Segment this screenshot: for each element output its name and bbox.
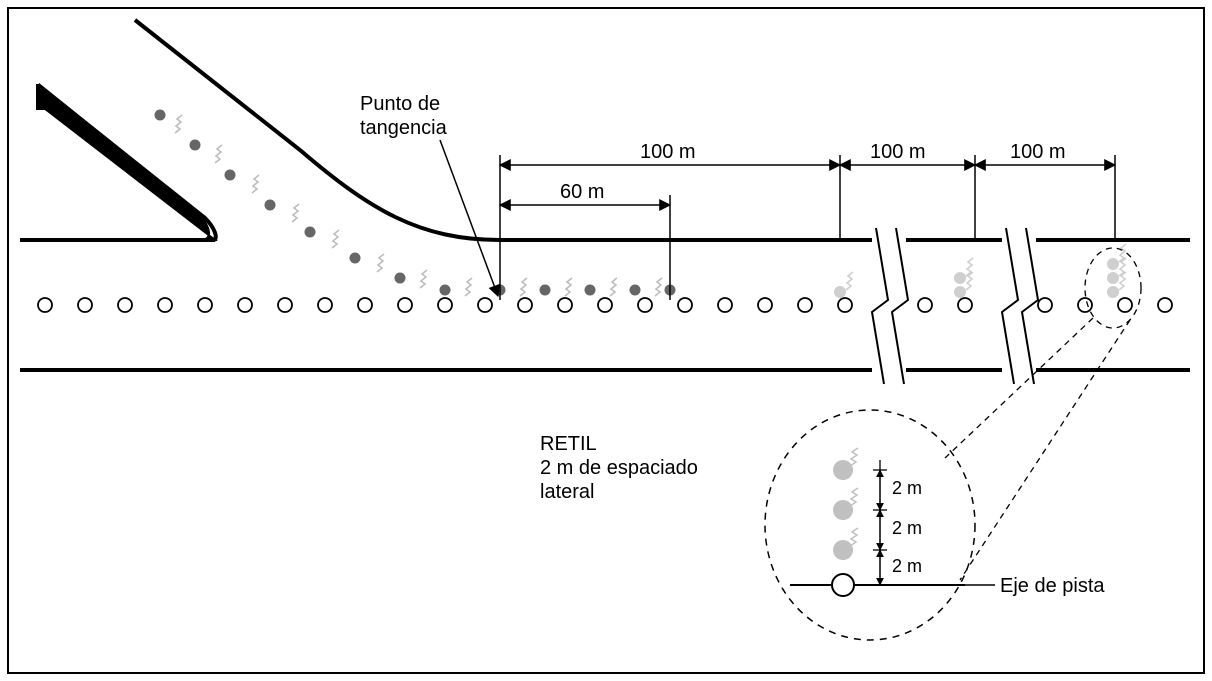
dim-100a: 100 m xyxy=(640,141,696,163)
indicator-dot xyxy=(954,286,966,298)
centerline-light xyxy=(1118,298,1132,312)
spacing-2m-a: 2 m xyxy=(892,478,922,498)
centerline-light xyxy=(838,298,852,312)
centerline-light xyxy=(358,298,372,312)
indicator-dot xyxy=(1107,286,1119,298)
centerline-light xyxy=(198,298,212,312)
retil-light xyxy=(630,285,641,296)
centerline-light xyxy=(1038,298,1052,312)
dim-100b: 100 m xyxy=(870,141,926,163)
centerline-light xyxy=(918,298,932,312)
centerline-light xyxy=(478,298,492,312)
spacing-2m-b: 2 m xyxy=(892,518,922,538)
centerline-light xyxy=(278,298,292,312)
retil-light xyxy=(225,170,236,181)
centerline-light xyxy=(598,298,612,312)
centerline-light xyxy=(558,298,572,312)
centerline-light xyxy=(1158,298,1172,312)
retil-light xyxy=(585,285,596,296)
retil-light xyxy=(540,285,551,296)
dim-60: 60 m xyxy=(560,181,604,203)
centerline-light xyxy=(398,298,412,312)
centerline-light xyxy=(1078,298,1092,312)
indicator-dot xyxy=(834,286,846,298)
centerline-light xyxy=(678,298,692,312)
indicator-dot xyxy=(954,272,966,284)
axis-label: Eje de pista xyxy=(1000,575,1105,597)
retil-light xyxy=(440,285,451,296)
centerline-light xyxy=(118,298,132,312)
centerline-light xyxy=(78,298,92,312)
indicator-dot xyxy=(1107,258,1119,270)
retil-light xyxy=(265,200,276,211)
centerline-light xyxy=(38,298,52,312)
runway-break-1 xyxy=(872,228,908,384)
indicator-dot xyxy=(1107,272,1119,284)
centerline-light xyxy=(158,298,172,312)
retil-light xyxy=(350,253,361,264)
centerline-light xyxy=(958,298,972,312)
centerline-light xyxy=(318,298,332,312)
centerline-light xyxy=(718,298,732,312)
runway-break-2 xyxy=(1002,228,1038,384)
centerline-light xyxy=(438,298,452,312)
centerline-light xyxy=(238,298,252,312)
centerline-light xyxy=(518,298,532,312)
dim-100c: 100 m xyxy=(1010,141,1066,163)
retil-light xyxy=(395,273,406,284)
retil-light xyxy=(305,227,316,238)
centerline-light xyxy=(758,298,772,312)
retil-light xyxy=(190,140,201,151)
centerline-light xyxy=(798,298,812,312)
centerline-light xyxy=(638,298,652,312)
retil-light xyxy=(155,110,166,121)
spacing-2m-c: 2 m xyxy=(892,556,922,576)
